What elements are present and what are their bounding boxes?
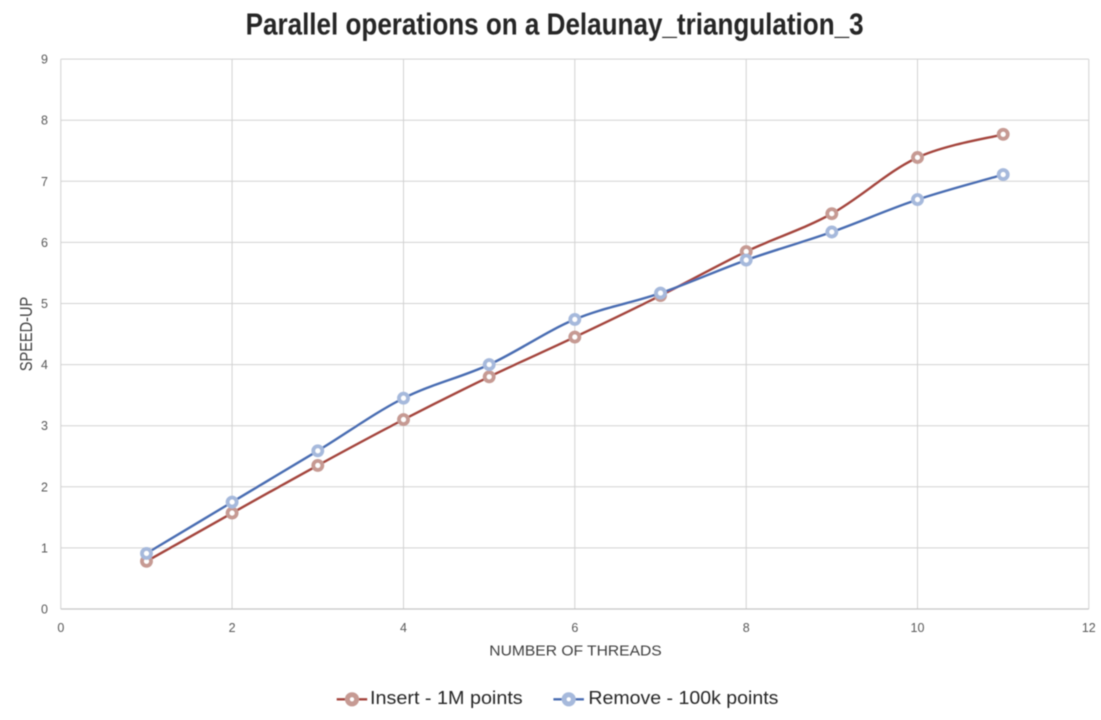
svg-text:9: 9 bbox=[41, 53, 48, 67]
svg-text:3: 3 bbox=[41, 419, 48, 433]
svg-text:10: 10 bbox=[911, 621, 925, 635]
svg-text:7: 7 bbox=[41, 175, 48, 189]
svg-text:6: 6 bbox=[41, 236, 48, 250]
svg-text:5: 5 bbox=[41, 297, 48, 311]
svg-text:12: 12 bbox=[1082, 621, 1096, 635]
svg-text:0: 0 bbox=[41, 603, 48, 617]
svg-text:4: 4 bbox=[41, 358, 48, 372]
svg-text:8: 8 bbox=[743, 621, 750, 635]
svg-text:8: 8 bbox=[41, 114, 48, 128]
svg-text:2: 2 bbox=[41, 480, 48, 494]
svg-text:6: 6 bbox=[571, 621, 578, 635]
svg-text:SPEED-UP: SPEED-UP bbox=[16, 297, 36, 372]
svg-text:NUMBER OF THREADS: NUMBER OF THREADS bbox=[489, 644, 661, 660]
svg-text:1: 1 bbox=[41, 541, 48, 555]
svg-text:Insert - 1M points: Insert - 1M points bbox=[370, 687, 523, 708]
svg-text:0: 0 bbox=[57, 621, 64, 635]
svg-text:2: 2 bbox=[229, 621, 236, 635]
svg-text:4: 4 bbox=[400, 621, 407, 635]
svg-text:Remove - 100k points: Remove - 100k points bbox=[588, 687, 778, 708]
svg-text:Parallel operations on a Delau: Parallel operations on a Delaunay_triang… bbox=[246, 8, 864, 42]
